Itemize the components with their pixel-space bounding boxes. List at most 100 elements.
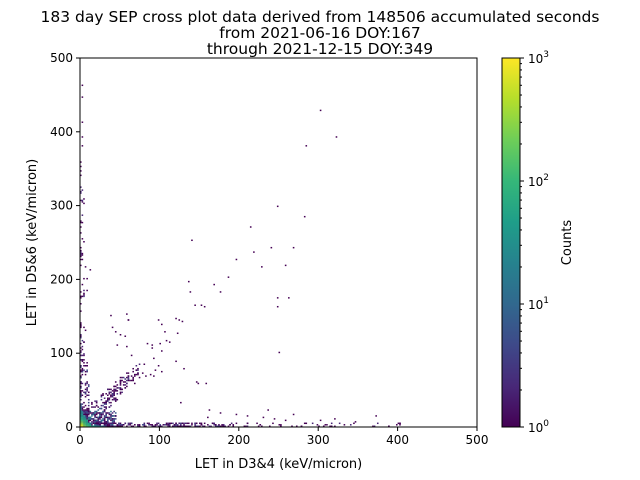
- heatmap-cell: [130, 425, 133, 427]
- heatmap-cell: [110, 413, 112, 416]
- heatmap-cell: [105, 400, 107, 402]
- heatmap-cell: [119, 425, 122, 427]
- heatmap-cell: [153, 425, 155, 427]
- heatmap-cell: [99, 412, 101, 414]
- heatmap-cell: [92, 422, 95, 425]
- heatmap-cell: [330, 425, 333, 427]
- heatmap-cell: [114, 398, 117, 401]
- heatmap-cell: [108, 425, 111, 427]
- heatmap-cell: [127, 372, 130, 374]
- heatmap-cell: [148, 422, 150, 425]
- heatmap-cell: [135, 373, 138, 376]
- heatmap-cell: [83, 369, 85, 371]
- heatmap-cell: [203, 422, 206, 425]
- heatmap-cell: [127, 376, 130, 379]
- heatmap-cell: [126, 376, 128, 379]
- heatmap-cell: [111, 390, 114, 392]
- heatmap-cell: [105, 412, 107, 414]
- heatmap-cell: [107, 397, 109, 399]
- heatmap-cell: [89, 425, 92, 427]
- heatmap-cell: [184, 422, 187, 425]
- heatmap-cell: [87, 425, 90, 427]
- heatmap-cell: [259, 424, 262, 426]
- heatmap-cell: [86, 390, 88, 392]
- heatmap-cell: [114, 390, 117, 392]
- heatmap-cell: [102, 418, 104, 420]
- heatmap-cell: [81, 403, 84, 405]
- heatmap-cell: [165, 424, 168, 426]
- heatmap-cell: [92, 418, 95, 420]
- heatmap-cell: [268, 425, 271, 427]
- heatmap-cell: [183, 424, 185, 426]
- heatmap-cell: [100, 396, 103, 398]
- heatmap-cell: [100, 416, 103, 419]
- heatmap-cell: [100, 404, 103, 407]
- heatmap-cell: [167, 422, 169, 425]
- heatmap-cell: [159, 424, 161, 426]
- heatmap-cell: [80, 413, 82, 416]
- heatmap-cell: [116, 393, 119, 395]
- heatmap-cell: [84, 404, 87, 407]
- heatmap-cell: [160, 370, 163, 373]
- x-tick-label: 0: [76, 433, 84, 447]
- heatmap-cell: [119, 424, 122, 426]
- heatmap-cell: [211, 422, 214, 425]
- heatmap-cell: [261, 425, 263, 427]
- heatmap-cell: [83, 416, 85, 419]
- heatmap-cell: [86, 388, 88, 391]
- heatmap-cell: [92, 412, 95, 414]
- heatmap-cell: [102, 413, 104, 416]
- heatmap-cell: [84, 391, 87, 394]
- heatmap-cell: [119, 388, 122, 391]
- heatmap-cell: [172, 422, 174, 425]
- y-tick-label: 500: [50, 51, 73, 65]
- heatmap-cell: [95, 422, 98, 425]
- heatmap-cell: [80, 382, 82, 385]
- heatmap-cell: [133, 424, 136, 426]
- heatmap-cell: [288, 297, 290, 299]
- heatmap-cell: [80, 174, 82, 177]
- heatmap-cell: [81, 367, 84, 370]
- heatmap-cell: [83, 294, 85, 296]
- heatmap-cell: [199, 422, 201, 425]
- heatmap-cell: [189, 291, 192, 293]
- heatmap-cell: [92, 419, 95, 422]
- heatmap-cell: [97, 419, 100, 422]
- heatmap-cell: [246, 425, 249, 427]
- heatmap-cell: [113, 394, 115, 397]
- heatmap-cell: [108, 393, 111, 395]
- heatmap-cell: [84, 393, 87, 395]
- heatmap-cell: [165, 422, 168, 425]
- heatmap-cell: [99, 416, 101, 419]
- heatmap-cell: [151, 425, 154, 427]
- heatmap-cell: [203, 425, 206, 427]
- heatmap-cell: [80, 249, 82, 252]
- heatmap-cell: [91, 415, 93, 417]
- heatmap-cell: [86, 277, 88, 280]
- heatmap-cell: [167, 425, 169, 427]
- heatmap-cell: [103, 425, 106, 427]
- heatmap-cell: [135, 369, 138, 371]
- heatmap-cell: [80, 418, 82, 420]
- heatmap-cell: [103, 419, 106, 422]
- heatmap-cell: [133, 382, 136, 385]
- heatmap-cell: [111, 412, 114, 414]
- heatmap-cell: [138, 425, 141, 427]
- heatmap-cell: [203, 305, 206, 308]
- heatmap-cell: [107, 418, 109, 420]
- heatmap-cell: [95, 413, 98, 416]
- heatmap-cell: [276, 305, 279, 308]
- heatmap-cell: [176, 332, 179, 335]
- heatmap-cell: [180, 401, 182, 404]
- y-axis-label: LET in D5&6 (keV/micron): [25, 159, 40, 327]
- heatmap-cell: [218, 425, 220, 427]
- heatmap-cell: [245, 425, 247, 427]
- heatmap-cell: [80, 409, 82, 411]
- heatmap-cell: [119, 391, 122, 394]
- heatmap-cell: [86, 421, 88, 423]
- chart-title-line-1: 183 day SEP cross plot data derived from…: [40, 8, 600, 26]
- heatmap-cell: [81, 415, 84, 417]
- heatmap-cell: [129, 422, 131, 425]
- heatmap-cell: [113, 393, 115, 395]
- heatmap-cell: [97, 421, 100, 423]
